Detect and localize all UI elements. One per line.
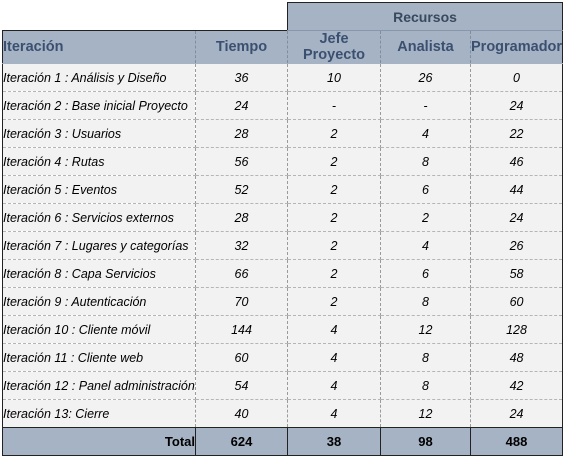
- table-row: Iteración 7 : Lugares y categorías 32 2 4 26: [2, 231, 564, 260]
- iteracion-cell: Iteración 4 : Rutas: [2, 147, 196, 176]
- iteracion-cell: Iteración 8 : Capa Servicios: [2, 259, 196, 288]
- table-row: Iteración 4 : Rutas 56 2 8 46: [2, 147, 564, 176]
- jefe-proyecto-cell: 2: [287, 259, 381, 288]
- programador-cell: 24: [470, 91, 564, 120]
- analista-cell: 26: [380, 63, 471, 92]
- analista-cell: 12: [380, 315, 471, 344]
- programador-cell: 48: [470, 343, 564, 372]
- jefe-proyecto-cell: 4: [287, 315, 381, 344]
- iteracion-cell: Iteración 11 : Cliente web: [2, 343, 196, 372]
- group-header-row: Recursos: [2, 2, 564, 31]
- tiempo-cell: 28: [195, 203, 288, 232]
- tiempo-cell: 144: [195, 315, 288, 344]
- jefe-proyecto-cell: 2: [287, 203, 381, 232]
- programador-cell: 46: [470, 147, 564, 176]
- iteracion-cell: Iteración 1 : Análisis y Diseño: [2, 63, 196, 92]
- analista-cell: 4: [380, 119, 471, 148]
- iteracion-cell: Iteración 6 : Servicios externos: [2, 203, 196, 232]
- tiempo-cell: 52: [195, 175, 288, 204]
- table-row: Iteración 8 : Capa Servicios 66 2 6 58: [2, 259, 564, 288]
- analista-cell: 8: [380, 287, 471, 316]
- analista-cell: 2: [380, 203, 471, 232]
- recursos-header: Recursos: [286, 2, 564, 31]
- analista-cell: 4: [380, 231, 471, 260]
- header-jefe-proyecto: Jefe Proyecto: [287, 30, 381, 64]
- tiempo-cell: 40: [195, 399, 288, 428]
- jefe-proyecto-cell: -: [287, 91, 381, 120]
- tiempo-cell: 66: [195, 259, 288, 288]
- table-row: Iteración 1 : Análisis y Diseño 36 10 26 0: [2, 63, 564, 92]
- tiempo-cell: 36: [195, 63, 288, 92]
- jefe-proyecto-cell: 2: [287, 287, 381, 316]
- table-row: Iteración 13: Cierre 40 4 12 24: [2, 399, 564, 428]
- iteracion-cell: Iteración 9 : Autenticación: [2, 287, 196, 316]
- tiempo-cell: 24: [195, 91, 288, 120]
- header-tiempo: Tiempo: [195, 30, 288, 64]
- programador-cell: 58: [470, 259, 564, 288]
- header-iteracion: Iteración: [2, 30, 196, 64]
- table-row: Iteración 12 : Panel administración 54 4 8 4…: [2, 371, 564, 400]
- table-row: Iteración 3 : Usuarios 28 2 4 22: [2, 119, 564, 148]
- header-analista: Analista: [380, 30, 471, 64]
- jefe-proyecto-cell: 4: [287, 399, 381, 428]
- header-programador: Programador: [470, 30, 564, 64]
- jefe-proyecto-cell: 2: [287, 231, 381, 260]
- analista-cell: 12: [380, 399, 471, 428]
- jefe-proyecto-cell: 4: [287, 343, 381, 372]
- jefe-proyecto-cell: 2: [287, 119, 381, 148]
- tiempo-cell: 70: [195, 287, 288, 316]
- analista-cell: -: [380, 91, 471, 120]
- analista-cell: 6: [380, 175, 471, 204]
- programador-cell: 0: [470, 63, 564, 92]
- jefe-proyecto-cell: 4: [287, 371, 381, 400]
- tiempo-cell: 28: [195, 119, 288, 148]
- table-row: Iteración 5 : Eventos 52 2 6 44: [2, 175, 564, 204]
- iteracion-cell: Iteración 10 : Cliente móvil: [2, 315, 196, 344]
- column-header-row: Iteración Tiempo Jefe Proyecto Analista …: [2, 30, 564, 64]
- iteracion-cell: Iteración 7 : Lugares y categorías: [2, 231, 196, 260]
- jefe-proyecto-cell: 2: [287, 147, 381, 176]
- total-programador: 488: [470, 427, 564, 456]
- programador-cell: 24: [470, 203, 564, 232]
- total-row: Total 624 38 98 488: [2, 427, 564, 456]
- table-row: Iteración 2 : Base inicial Proyecto 24- -2…: [2, 91, 564, 120]
- iteracion-cell: Iteración 3 : Usuarios: [2, 119, 196, 148]
- table-row: Iteración 9 : Autenticación 70 2 8 60: [2, 287, 564, 316]
- analista-cell: 6: [380, 259, 471, 288]
- blank-corner: [2, 2, 288, 31]
- iteracion-cell: Iteración 2 : Base inicial Proyecto: [2, 91, 196, 120]
- analista-cell: 8: [380, 371, 471, 400]
- tiempo-cell: 32: [195, 231, 288, 260]
- programador-cell: 128: [470, 315, 564, 344]
- total-jefe-proyecto: 38: [287, 427, 381, 456]
- analista-cell: 8: [380, 147, 471, 176]
- total-label: Total: [2, 427, 196, 456]
- programador-cell: 42: [470, 371, 564, 400]
- jefe-proyecto-cell: 10: [287, 63, 381, 92]
- programador-cell: 22: [470, 119, 564, 148]
- table-row: Iteración 6 : Servicios externos 28 2 2 24: [2, 203, 564, 232]
- iteracion-cell: Iteración 12 : Panel administración: [2, 371, 196, 400]
- iteracion-cell: Iteración 5 : Eventos: [2, 175, 196, 204]
- total-tiempo: 624: [195, 427, 288, 456]
- iteracion-cell: Iteración 13: Cierre: [2, 399, 196, 428]
- tiempo-cell: 60: [195, 343, 288, 372]
- total-analista: 98: [380, 427, 471, 456]
- programador-cell: 44: [470, 175, 564, 204]
- programador-cell: 26: [470, 231, 564, 260]
- tiempo-cell: 56: [195, 147, 288, 176]
- tiempo-cell: 54: [195, 371, 288, 400]
- jefe-proyecto-cell: 2: [287, 175, 381, 204]
- table-row: Iteración 11 : Cliente web 60 4 8 48: [2, 343, 564, 372]
- table-row: Iteración 10 : Cliente móvil 144 4 12 128: [2, 315, 564, 344]
- analista-cell: 8: [380, 343, 471, 372]
- programador-cell: 24: [470, 399, 564, 428]
- programador-cell: 60: [470, 287, 564, 316]
